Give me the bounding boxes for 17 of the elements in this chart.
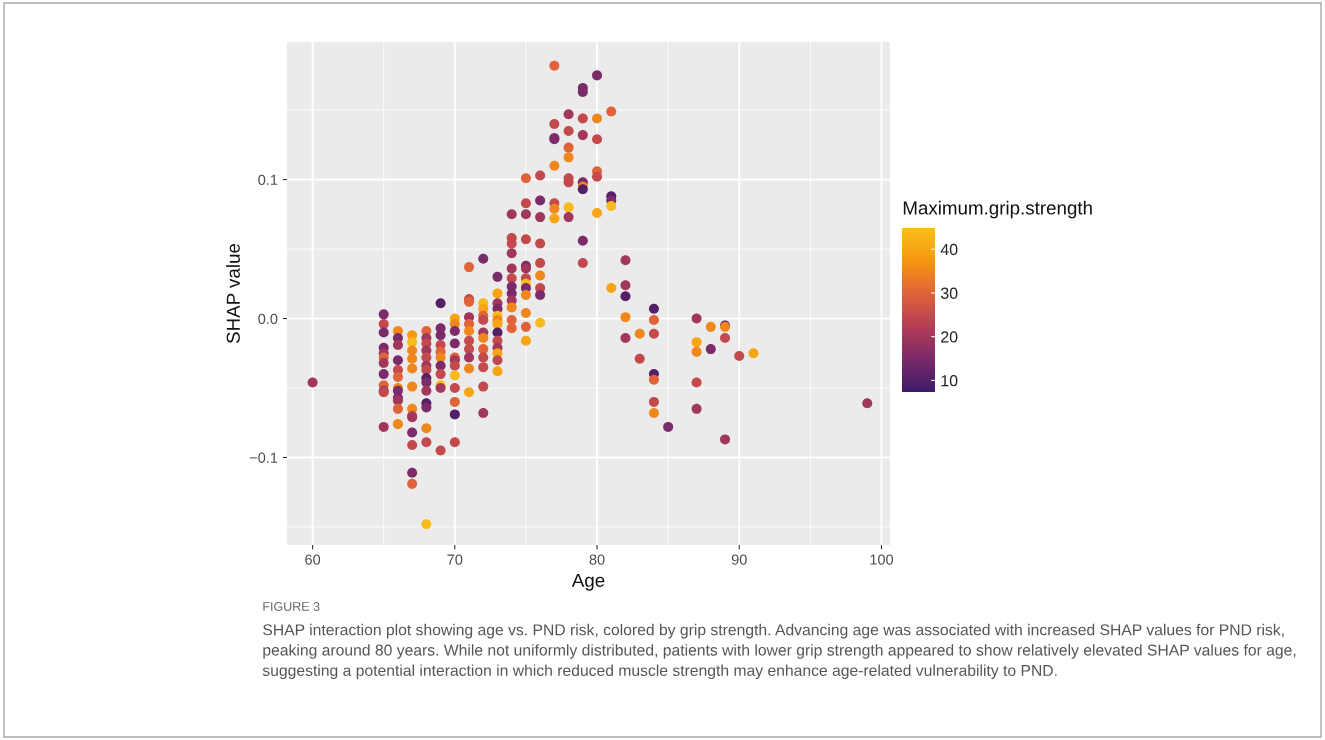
y-tick-label: 0.0: [258, 313, 278, 324]
x-tick-label: 80: [589, 554, 605, 565]
y-axis-title: SHAP value: [226, 243, 240, 344]
x-tick-label: 60: [305, 554, 321, 565]
y-tick-label: −0.1: [249, 452, 278, 463]
color-bar-label: 40: [940, 243, 958, 256]
text: SHAP interaction plot showing age vs. PND risk, colored by grip strength. Advancing age was associated with increased SHAP values for PND risk, peaking around 80 years. While not uniformly distributed, patients with lower grip strength appeared to show relatively elevated SHAP values for age, suggesting a potential interaction in which reduced muscle strength may enhance age-related vulnerability to PND.: [262, 623, 1296, 680]
caption: FIGURE 3: [263, 602, 320, 611]
x-tick-label: 90: [731, 554, 747, 565]
color-bar-label: 10: [941, 375, 958, 387]
color-bar-label: 30: [940, 287, 958, 299]
color-bar-title: Maximum.grip.strength: [903, 200, 1092, 219]
y-tick-label: 0.1: [258, 174, 278, 186]
x-tick-label: 100: [870, 554, 894, 565]
color-bar-label: 20: [941, 331, 958, 343]
x-axis-title: Age: [571, 573, 605, 591]
x-tick-label: 70: [447, 554, 463, 565]
